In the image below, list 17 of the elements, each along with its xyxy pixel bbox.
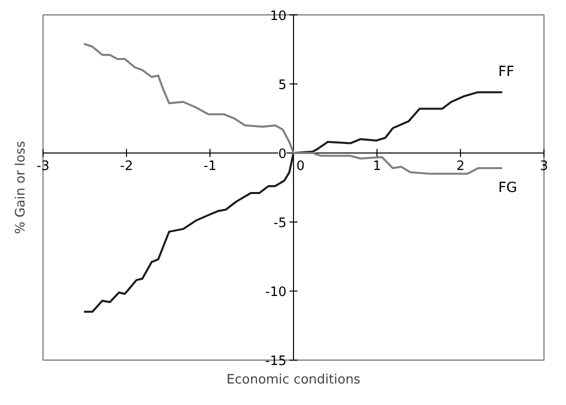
x-tick-label: 0: [296, 158, 305, 174]
x-tick-label: -2: [120, 158, 134, 174]
x-tick-label: 1: [372, 158, 382, 174]
series-label: FF: [498, 64, 514, 80]
x-tick-label: -3: [36, 158, 50, 174]
x-tick-label: 2: [456, 158, 465, 174]
y-tick-label: 0: [278, 146, 287, 162]
x-tick-label: 3: [540, 158, 548, 174]
series-label: FG: [498, 180, 518, 196]
y-tick-label: -15: [265, 354, 286, 370]
y-tick-label: 5: [278, 78, 287, 93]
y-tick-label: -10: [265, 285, 286, 300]
x-axis-title: Economic conditions: [226, 372, 361, 388]
y-tick-label: 10: [270, 8, 287, 24]
x-tick-label: -1: [204, 158, 216, 174]
y-axis-title: % Gain or loss: [14, 140, 28, 234]
y-tick-label: -5: [274, 216, 287, 232]
